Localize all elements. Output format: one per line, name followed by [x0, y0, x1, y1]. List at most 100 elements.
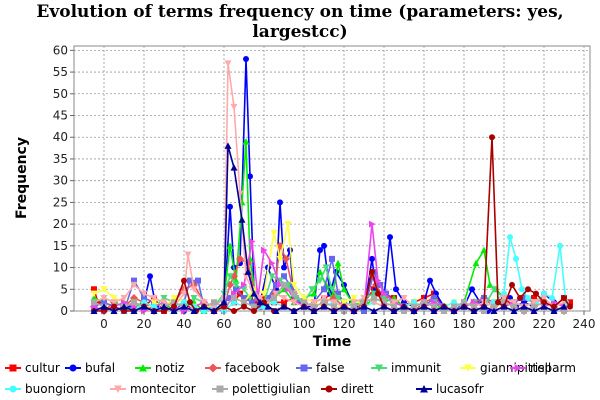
data-point	[391, 303, 397, 310]
data-point	[490, 307, 498, 314]
y-tick-label: 20	[53, 217, 68, 231]
data-point	[281, 299, 287, 306]
data-point	[375, 277, 382, 285]
x-tick-label: 180	[453, 317, 476, 331]
data-point	[513, 255, 519, 262]
data-point	[361, 308, 367, 314]
data-point	[195, 277, 201, 284]
data-point	[249, 237, 256, 245]
data-point	[187, 277, 193, 284]
data-point	[243, 56, 249, 63]
data-point	[490, 286, 498, 293]
data-point	[200, 299, 208, 306]
y-tick-label: 30	[53, 174, 68, 188]
data-point	[91, 299, 97, 306]
data-point	[381, 290, 388, 298]
data-point	[340, 285, 348, 293]
data-point	[500, 294, 508, 302]
data-point	[380, 294, 388, 302]
data-point	[310, 290, 318, 297]
x-tick-label: 80	[256, 317, 271, 331]
legend-item-notiz: notiz	[135, 361, 184, 375]
data-point	[360, 303, 368, 310]
data-point	[90, 290, 98, 298]
chart-title-line-1: Evolution of terms frequency on time (pa…	[36, 2, 563, 22]
data-point	[180, 290, 188, 298]
x-tick-label: 160	[413, 317, 436, 331]
data-point	[110, 294, 118, 302]
data-point	[480, 303, 488, 310]
y-tick-label: 40	[53, 130, 68, 144]
data-point	[300, 303, 308, 310]
legend-item-buongiorn: buongiorn	[5, 382, 86, 396]
data-point	[321, 299, 327, 306]
data-point	[375, 290, 381, 297]
x-tick-label: 100	[293, 317, 316, 331]
data-point	[495, 299, 501, 306]
data-point	[111, 303, 117, 310]
y-tick-label: 35	[53, 152, 68, 166]
data-point	[249, 299, 255, 306]
data-point	[430, 307, 438, 314]
data-point	[200, 303, 208, 310]
data-point	[140, 303, 148, 310]
data-point	[290, 299, 298, 306]
data-point	[251, 308, 257, 314]
data-point	[160, 294, 168, 302]
y-tick-label: 55	[53, 65, 68, 79]
data-point	[316, 277, 324, 285]
data-point	[521, 294, 527, 301]
data-point	[519, 286, 525, 293]
data-point	[567, 303, 573, 310]
data-point	[431, 294, 437, 301]
chart-title-line-2: largestcc)	[252, 22, 347, 42]
legend-swatch-marker	[375, 364, 383, 372]
legend-label: notiz	[155, 361, 184, 375]
data-point	[320, 303, 328, 310]
legend: culturbufalnotizfacebookfalseimmunitgian…	[5, 361, 576, 396]
data-point	[531, 303, 537, 310]
legend-swatch-marker	[69, 364, 77, 372]
legend-swatch-marker	[114, 385, 122, 393]
y-tick-label: 50	[53, 87, 68, 101]
legend-item-polettigiulian: polettigiulian	[212, 382, 311, 396]
data-point	[393, 286, 399, 293]
data-point	[170, 307, 178, 314]
x-tick-label: 0	[100, 317, 108, 331]
data-point	[328, 286, 336, 293]
data-point	[361, 299, 367, 306]
data-point	[381, 299, 387, 306]
data-point	[500, 303, 508, 310]
data-point	[525, 286, 531, 293]
x-tick-label: 120	[333, 317, 356, 331]
data-point	[329, 255, 335, 262]
data-point	[110, 307, 118, 314]
data-point	[489, 134, 495, 141]
y-tick-label: 60	[53, 43, 68, 57]
x-tick-label: 240	[573, 317, 596, 331]
data-point	[233, 286, 239, 293]
data-point	[290, 281, 298, 289]
data-point	[242, 138, 250, 145]
data-point	[321, 242, 327, 249]
data-point	[141, 294, 147, 301]
data-point	[560, 303, 568, 310]
data-point	[130, 281, 138, 289]
data-point	[150, 307, 158, 314]
data-point	[130, 307, 138, 314]
legend-item-risparm: risparm	[510, 361, 576, 375]
legend-label: facebook	[225, 361, 280, 375]
data-point	[110, 299, 118, 306]
data-point	[224, 60, 232, 67]
legend-item-cultur: cultur	[5, 361, 60, 375]
data-point	[280, 303, 288, 310]
plot-area	[73, 45, 591, 312]
data-point	[369, 220, 376, 228]
legend-swatch-marker	[9, 364, 17, 372]
legend-item-dirett: dirett	[321, 382, 374, 396]
data-point	[530, 299, 538, 306]
data-point	[520, 303, 528, 310]
data-point	[224, 142, 232, 149]
data-point	[240, 286, 248, 293]
